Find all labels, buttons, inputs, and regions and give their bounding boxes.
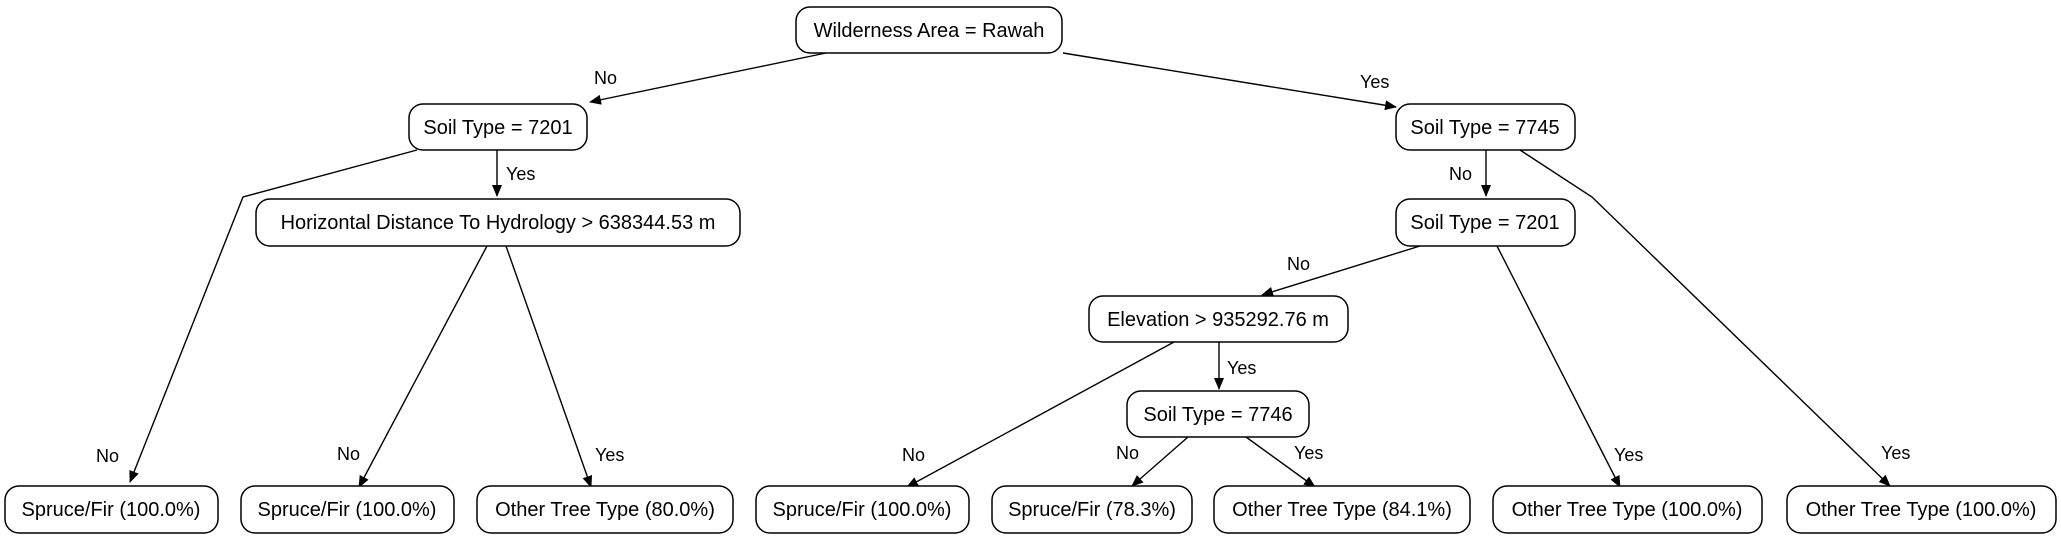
leaf-other-tree-type-2: Other Tree Type (84.1%) xyxy=(1213,485,1471,534)
node-label: Spruce/Fir (100.0%) xyxy=(258,499,437,521)
node-label: Horizontal Distance To Hydrology > 63834… xyxy=(281,212,716,234)
leaf-other-tree-type-1: Other Tree Type (80.0%) xyxy=(476,485,734,534)
edge-label-soil7746-no: No xyxy=(1116,443,1139,463)
edge-soil7201-left-no: No xyxy=(96,149,418,483)
edge-label-root-yes: Yes xyxy=(1360,72,1389,92)
edge-label-soil7201-left-yes: Yes xyxy=(506,164,535,184)
node-wilderness-area: Wilderness Area = Rawah xyxy=(795,6,1063,54)
node-label: Soil Type = 7201 xyxy=(1410,212,1559,234)
edge-elevation-yes: Yes xyxy=(1214,342,1256,390)
edge-label-elevation-yes: Yes xyxy=(1227,358,1256,378)
edge-soil7201-right-yes: Yes xyxy=(1496,245,1643,488)
edge-label-soil7745-no: No xyxy=(1449,164,1472,184)
edge-soil7746-no: No xyxy=(1116,436,1189,487)
edge-label-soil7745-yes: Yes xyxy=(1881,443,1910,463)
node-elevation: Elevation > 935292.76 m xyxy=(1088,295,1349,343)
leaf-spruce-fir-3: Spruce/Fir (100.0%) xyxy=(755,485,970,534)
node-soil-type-7745: Soil Type = 7745 xyxy=(1395,103,1576,151)
node-label: Other Tree Type (100.0%) xyxy=(1806,499,2037,521)
node-soil-type-7201-left: Soil Type = 7201 xyxy=(408,103,588,151)
edge-hydrology-no: No xyxy=(337,245,488,488)
leaf-spruce-fir-4: Spruce/Fir (78.3%) xyxy=(991,485,1193,534)
leaf-other-tree-type-3: Other Tree Type (100.0%) xyxy=(1492,485,1763,534)
node-label: Soil Type = 7201 xyxy=(423,117,572,139)
leaf-other-tree-type-4: Other Tree Type (100.0%) xyxy=(1786,485,2057,534)
node-label: Other Tree Type (100.0%) xyxy=(1512,499,1743,521)
edge-elevation-no: No xyxy=(902,341,1175,488)
edge-label-soil7201-left-no: No xyxy=(96,446,119,466)
node-label: Spruce/Fir (100.0%) xyxy=(773,499,952,521)
leaf-spruce-fir-2: Spruce/Fir (100.0%) xyxy=(240,485,455,534)
node-label: Elevation > 935292.76 m xyxy=(1107,309,1329,331)
edge-soil7745-yes: Yes xyxy=(1519,149,1910,487)
edge-label-root-no: No xyxy=(594,68,617,88)
node-label: Other Tree Type (80.0%) xyxy=(495,499,715,521)
edge-soil7201-right-no: No xyxy=(1261,245,1421,297)
edge-label-soil7201-right-yes: Yes xyxy=(1614,445,1643,465)
leaf-spruce-fir-1: Spruce/Fir (100.0%) xyxy=(4,485,219,534)
node-label: Spruce/Fir (78.3%) xyxy=(1008,499,1176,521)
edge-label-hydrology-no: No xyxy=(337,444,360,464)
edge-soil7745-no: No xyxy=(1449,150,1491,197)
node-label: Spruce/Fir (100.0%) xyxy=(22,499,201,521)
edge-label-soil7201-right-no: No xyxy=(1287,254,1310,274)
node-label: Wilderness Area = Rawah xyxy=(814,20,1045,42)
edge-root-no: No xyxy=(589,52,827,105)
node-soil-type-7201-right: Soil Type = 7201 xyxy=(1395,198,1576,247)
edge-label-elevation-no: No xyxy=(902,445,925,465)
node-label: Soil Type = 7745 xyxy=(1410,117,1559,139)
node-label: Other Tree Type (84.1%) xyxy=(1232,499,1452,521)
edge-label-soil7746-yes: Yes xyxy=(1294,443,1323,463)
node-hydrology-distance: Horizontal Distance To Hydrology > 63834… xyxy=(255,198,741,247)
edge-soil7746-yes: Yes xyxy=(1245,436,1323,488)
edge-root-yes: Yes xyxy=(1062,52,1397,111)
node-label: Soil Type = 7746 xyxy=(1143,404,1292,426)
edge-hydrology-yes: Yes xyxy=(505,245,624,488)
edge-label-hydrology-yes: Yes xyxy=(595,445,624,465)
node-soil-type-7746: Soil Type = 7746 xyxy=(1126,390,1310,438)
edge-soil7201-left-yes: Yes xyxy=(492,150,535,197)
